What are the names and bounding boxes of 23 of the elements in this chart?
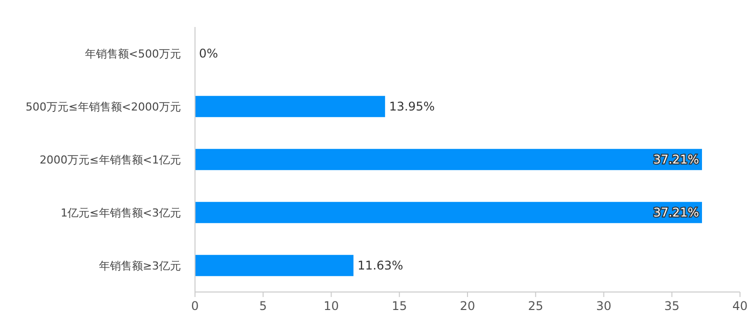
data-label: 13.95% (389, 100, 435, 114)
y-tick-label: 年销售额≥3亿元 (98, 259, 181, 272)
x-tick-label: 30 (596, 299, 612, 313)
x-tick-label: 10 (324, 299, 339, 313)
bar (195, 148, 702, 170)
data-label: 37.21% (653, 206, 699, 220)
data-label: 11.63% (357, 258, 404, 273)
x-tick-label: 25 (528, 299, 544, 313)
y-tick-label: 年销售额<500万元 (84, 47, 181, 60)
x-tick-label: 20 (460, 299, 476, 313)
y-tick-label: 500万元≤年销售额<2000万元 (26, 100, 181, 114)
bar (195, 254, 354, 276)
x-tick-label: 15 (392, 299, 408, 313)
y-tick-label: 1亿元≤年销售额<3亿元 (60, 206, 181, 220)
y-tick-label: 2000万元≤年销售额<1亿元 (40, 153, 181, 166)
x-tick-label: 35 (664, 299, 680, 313)
bar (195, 202, 702, 224)
x-tick-label: 5 (259, 299, 267, 313)
data-label: 0% (199, 46, 218, 61)
data-label: 37.21% (653, 152, 699, 167)
x-tick-label: 40 (732, 299, 748, 313)
bar (195, 96, 386, 118)
x-tick-label: 0 (191, 299, 199, 313)
